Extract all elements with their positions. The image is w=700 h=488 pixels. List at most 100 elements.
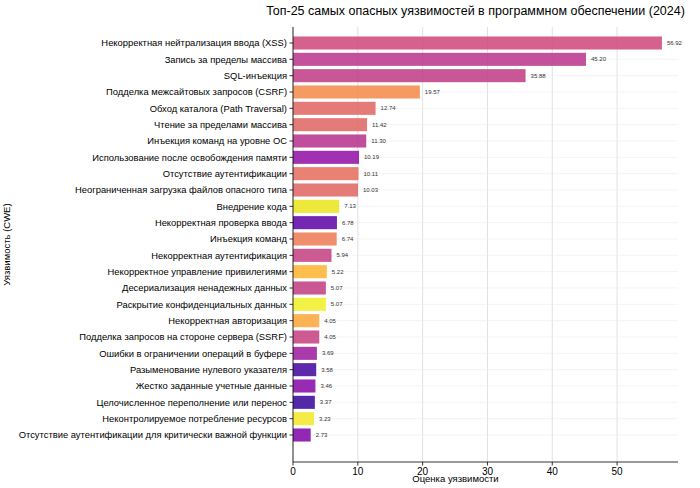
bar <box>293 183 358 196</box>
bar <box>293 330 319 343</box>
y-tick <box>290 173 294 174</box>
category-label: Некорректная нейтрализация ввода (XSS) <box>101 37 287 48</box>
y-tick <box>290 239 294 240</box>
y-tick <box>290 222 294 223</box>
bar <box>293 363 316 376</box>
data-label: 10.03 <box>363 187 379 193</box>
category-label: Жестко заданные учетные данные <box>136 380 287 391</box>
x-tick <box>487 462 488 466</box>
bar <box>293 151 359 164</box>
bars <box>293 36 662 441</box>
y-tick <box>290 402 294 403</box>
title: Топ-25 самых опасных уязвимостей в прогр… <box>266 4 685 18</box>
category-label: Подделка межсайтовых запросов (CSRF) <box>106 86 287 97</box>
category-label: Разыменование нулевого указателя <box>130 364 287 375</box>
y-tick <box>290 108 294 109</box>
y-tick <box>290 369 294 370</box>
grid-line-h <box>293 435 678 436</box>
x-tick-label: 50 <box>612 466 624 477</box>
y-tick <box>290 288 294 289</box>
bar <box>293 216 337 229</box>
x-tick-label: 40 <box>547 466 559 477</box>
bar <box>293 200 339 213</box>
x-tick <box>552 462 553 466</box>
grid-line-h <box>293 271 678 272</box>
category-label: Обход каталога (Path Traversal) <box>150 103 287 114</box>
y-tick <box>290 271 294 272</box>
x-axis-line <box>293 462 678 463</box>
data-label: 3.69 <box>322 350 334 356</box>
data-label: 7.13 <box>344 203 356 209</box>
y-tick <box>290 435 294 436</box>
bar <box>293 412 314 425</box>
data-label: 35.88 <box>531 73 547 79</box>
category-label: Подделка запросов на стороне сервера (SS… <box>79 331 287 342</box>
category-label: Десериализация ненадежных данных <box>122 282 287 293</box>
x-tick <box>422 462 423 466</box>
bar <box>293 69 526 82</box>
y-tick <box>290 92 294 93</box>
data-label: 12.74 <box>381 105 397 111</box>
bar <box>293 428 311 441</box>
category-label: Инъекция команд на уровне ОС <box>147 135 287 146</box>
data-label: 3.58 <box>321 367 333 373</box>
grid-line-h <box>293 337 678 338</box>
data-label: 10.11 <box>364 171 379 177</box>
category-label: Неограниченная загрузка файлов опасного … <box>75 184 288 195</box>
grid-line-h <box>293 255 678 256</box>
data-label: 2.73 <box>316 432 328 438</box>
bar <box>293 314 319 327</box>
category-label: Некорректная проверка ввода <box>155 217 288 228</box>
category-label: Раскрытие конфиденциальных данных <box>116 299 287 310</box>
data-label: 19.57 <box>425 89 441 95</box>
data-label: 5.07 <box>331 285 343 291</box>
chart: 56.9245.2035.8819.5712.7411.4211.3010.19… <box>0 0 700 488</box>
bar <box>293 36 662 49</box>
category-label: SQL-инъекция <box>224 70 287 81</box>
data-label: 6.74 <box>342 236 354 242</box>
data-label: 3.37 <box>320 399 332 405</box>
bar <box>293 347 317 360</box>
data-label: 5.22 <box>332 269 344 275</box>
data-label: 6.78 <box>342 220 354 226</box>
bar <box>293 167 359 180</box>
category-label: Некорректная аутентификация <box>151 250 287 261</box>
y-tick <box>290 386 294 387</box>
category-label: Отсутствие аутентификации для критически… <box>19 429 287 440</box>
bar <box>293 102 376 115</box>
y-tick <box>290 206 294 207</box>
category-label: Запись за пределы массива <box>165 54 288 65</box>
y-tick <box>290 320 294 321</box>
y-tick <box>290 124 294 125</box>
data-label: 11.42 <box>372 122 387 128</box>
bar <box>293 53 586 66</box>
bar <box>293 118 367 131</box>
x-tick <box>293 462 294 466</box>
y-tick <box>290 141 294 142</box>
data-label: 3.23 <box>319 416 331 422</box>
bar <box>293 249 332 262</box>
data-label: 4.05 <box>324 334 336 340</box>
bar <box>293 379 315 392</box>
y-tick <box>290 304 294 305</box>
data-label: 56.92 <box>667 40 683 46</box>
x-tick <box>617 462 618 466</box>
data-label: 11.30 <box>371 138 386 144</box>
grid-line-h <box>293 304 678 305</box>
bar <box>293 298 326 311</box>
y-tick <box>290 190 294 191</box>
grid-line-h <box>293 353 678 354</box>
y-axis-label: Уязвимость (CWE) <box>1 203 12 285</box>
x-axis-label: Оценка уязвимости <box>412 473 498 484</box>
data-label: 5.94 <box>337 252 349 258</box>
category-label: Использование после освобождения памяти <box>92 152 287 163</box>
data-label: 5.07 <box>331 301 343 307</box>
category-label: Ошибки в ограничении операций в буфере <box>99 348 287 359</box>
y-tick <box>290 75 294 76</box>
grid-line-h <box>293 418 678 419</box>
grid-line-h <box>293 369 678 370</box>
y-tick <box>290 59 294 60</box>
data-label: 3.46 <box>320 383 332 389</box>
bar <box>293 85 420 98</box>
category-label: Некорректное управление привилегиями <box>108 266 287 277</box>
